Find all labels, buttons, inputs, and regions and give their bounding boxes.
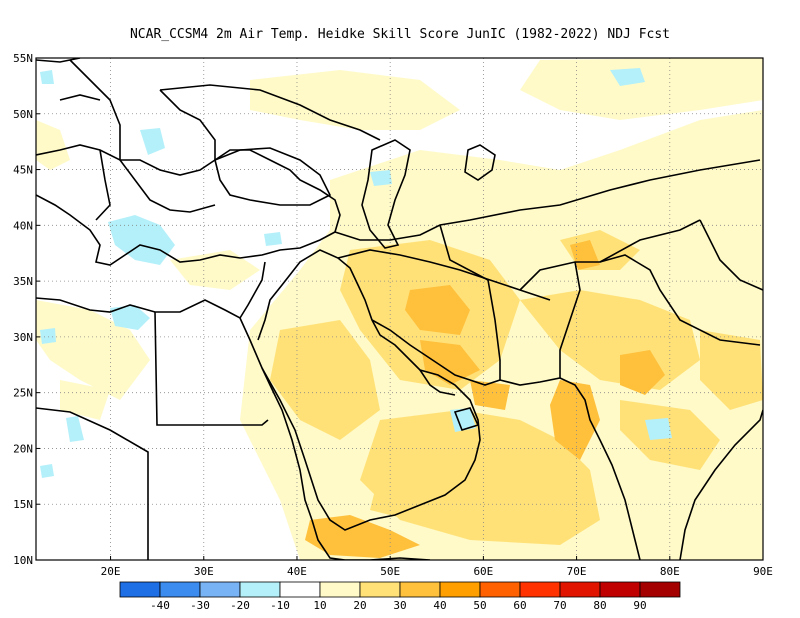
- lat-tick-label: 30N: [13, 331, 33, 344]
- colorbar-labels: -40 -30 -20 -10 10 20 30 40 50 60 70 80 90: [150, 599, 647, 612]
- score-neg10-regions: [40, 68, 672, 478]
- map-frame: [35, 57, 764, 561]
- colorbar-swatch: [119, 581, 161, 598]
- lat-tick-label: 35N: [13, 275, 33, 288]
- colorbar-tick-label: 20: [353, 599, 366, 612]
- longitude-tick-labels: 20E 30E 40E 50E 60E 70E 80E 90E: [101, 556, 773, 578]
- lat-tick-label: 50N: [13, 108, 33, 121]
- colorbar-tick-label: 80: [593, 599, 606, 612]
- lon-tick-label: 40E: [287, 565, 307, 578]
- colorbar-tick-label: 60: [513, 599, 526, 612]
- lat-tick-label: 25N: [13, 387, 33, 400]
- colorbar-tick-label: 90: [633, 599, 646, 612]
- colorbar-tick-label: 30: [393, 599, 406, 612]
- lat-tick-label: 10N: [13, 554, 33, 567]
- lon-tick-label: 80E: [660, 565, 680, 578]
- colorbar-swatch: [519, 581, 561, 598]
- lat-tick-label: 45N: [13, 164, 33, 177]
- colorbar-swatch: [159, 581, 201, 598]
- colorbar-tick-label: -20: [230, 599, 250, 612]
- colorbar-tick-label: 70: [553, 599, 566, 612]
- colorbar-swatch: [359, 581, 401, 598]
- colorbar-tick-label: -40: [150, 599, 170, 612]
- lat-tick-label: 40N: [13, 219, 33, 232]
- colorbar-swatch: [439, 581, 481, 598]
- latitude-tick-labels: 55N 50N 45N 40N 35N 30N 25N 20N 15N 10N: [13, 52, 40, 567]
- colorbar-tick-label: -30: [190, 599, 210, 612]
- colorbar-swatch: [199, 581, 241, 598]
- lon-tick-label: 60E: [473, 565, 493, 578]
- colorbar-tick-label: -10: [270, 599, 290, 612]
- colorbar-swatch: [479, 581, 521, 598]
- lon-tick-label: 70E: [567, 565, 587, 578]
- lon-tick-label: 30E: [194, 565, 214, 578]
- lat-tick-label: 20N: [13, 442, 33, 455]
- colorbar-swatch: [239, 581, 281, 598]
- lat-tick-label: 15N: [13, 498, 33, 511]
- colorbar-swatch: [399, 581, 441, 598]
- map-title: NCAR_CCSM4 2m Air Temp. Heidke Skill Sco…: [129, 27, 671, 42]
- colorbar: [119, 581, 681, 598]
- colorbar-swatch: [319, 581, 361, 598]
- colorbar-tick-label: 50: [473, 599, 486, 612]
- colorbar-swatch: [599, 581, 641, 598]
- colorbar-tick-label: 10: [313, 599, 326, 612]
- colorbar-swatch: [559, 581, 601, 598]
- lon-tick-label: 20E: [101, 565, 121, 578]
- lon-tick-label: 90E: [753, 565, 773, 578]
- lon-tick-label: 50E: [380, 565, 400, 578]
- lat-tick-label: 55N: [13, 52, 33, 65]
- coastlines-and-borders: [36, 58, 763, 560]
- colorbar-swatch: [639, 581, 681, 598]
- colorbar-tick-label: 40: [433, 599, 446, 612]
- colorbar-swatch: [279, 581, 321, 598]
